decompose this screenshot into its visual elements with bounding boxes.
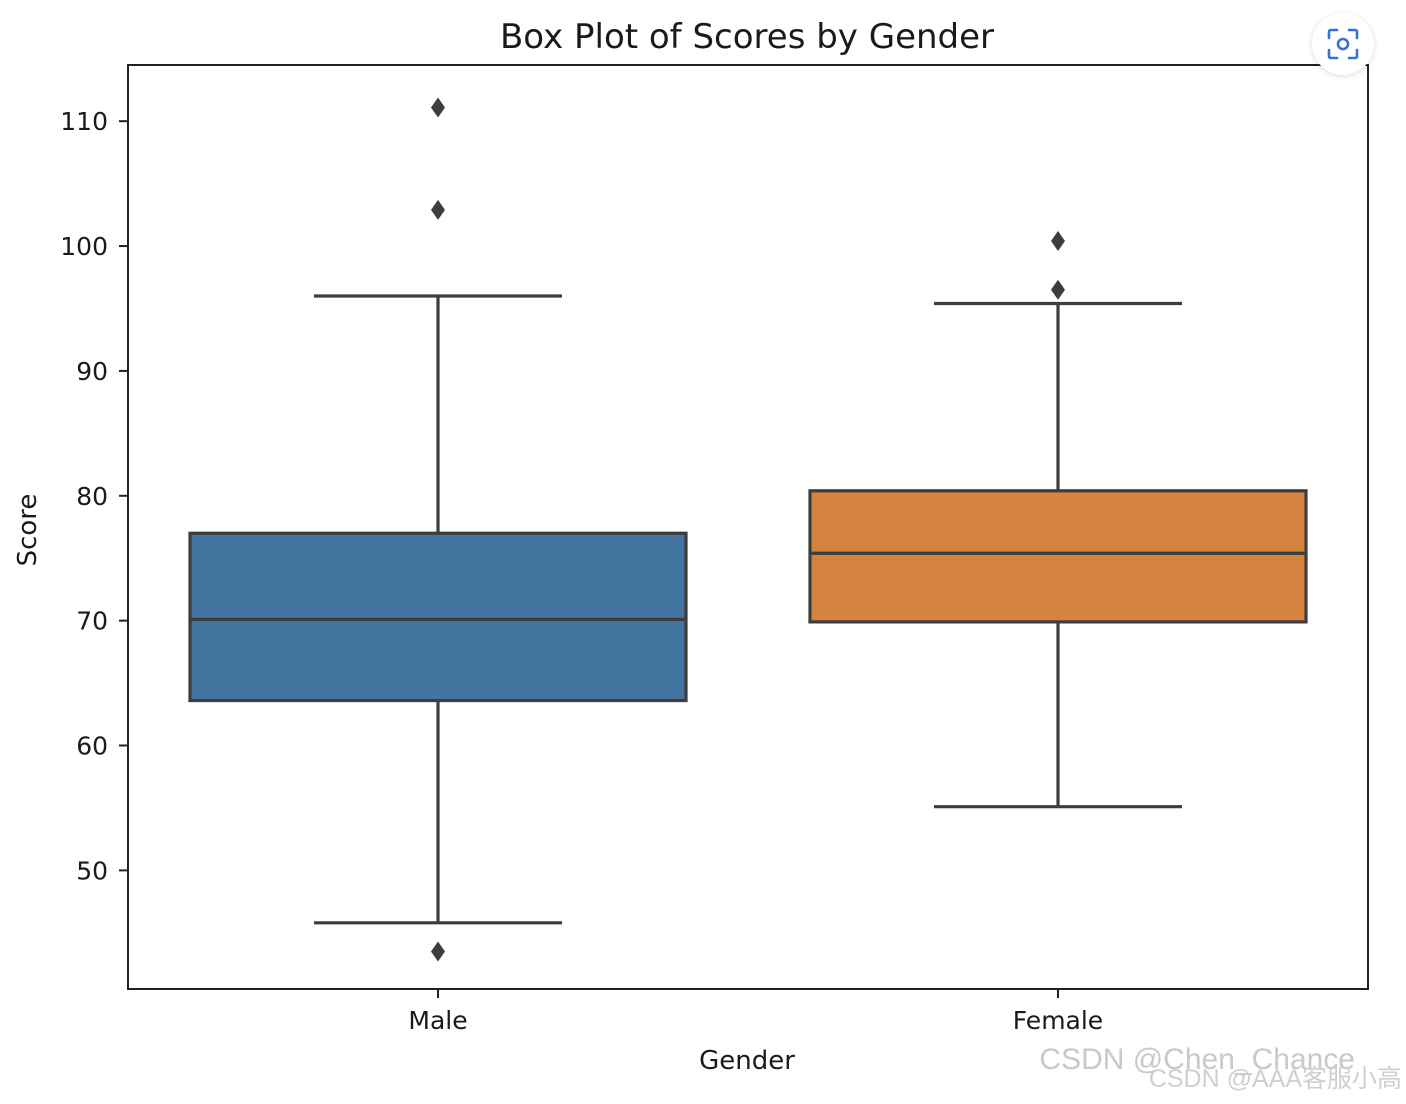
y-axis-label: Score [13, 494, 43, 567]
outlier-point-male-3 [431, 941, 445, 962]
y-tick-label-90: 90 [76, 357, 108, 386]
outlier-point-male-1 [431, 97, 445, 118]
box-female [808, 489, 1308, 624]
plot-frame [127, 64, 1369, 990]
outlier-point-male-2 [431, 199, 445, 220]
plot-area [188, 97, 1308, 962]
y-tick-label-60: 60 [76, 732, 108, 761]
watermark-csdn-primary: CSDN @Chen_Chance [1039, 1043, 1355, 1076]
x-tick-label-male: Male [408, 1006, 467, 1035]
box-male [188, 531, 688, 703]
y-tick-label-100: 100 [60, 232, 108, 261]
box-group-male [188, 97, 688, 962]
x-tick-label-female: Female [1013, 1006, 1103, 1035]
x-axis-ticks: Male Female [408, 989, 1103, 1035]
y-tick-label-80: 80 [76, 482, 108, 511]
y-tick-label-70: 70 [76, 607, 108, 636]
outlier-point-female-2 [1051, 279, 1065, 300]
chart-title: Box Plot of Scores by Gender [500, 17, 994, 57]
watermark-csdn-secondary: CSDN @AAA客服小高 [1149, 1065, 1402, 1093]
image-search-icon [1327, 28, 1359, 60]
y-tick-label-50: 50 [76, 856, 108, 885]
y-tick-label-110: 110 [60, 107, 108, 136]
box-group-female [808, 231, 1308, 809]
y-axis-ticks: 50 60 70 80 90 100 110 [60, 107, 128, 885]
image-search-button[interactable] [1312, 13, 1374, 75]
outlier-point-female-1 [1051, 231, 1065, 252]
x-axis-label: Gender [699, 1046, 795, 1076]
